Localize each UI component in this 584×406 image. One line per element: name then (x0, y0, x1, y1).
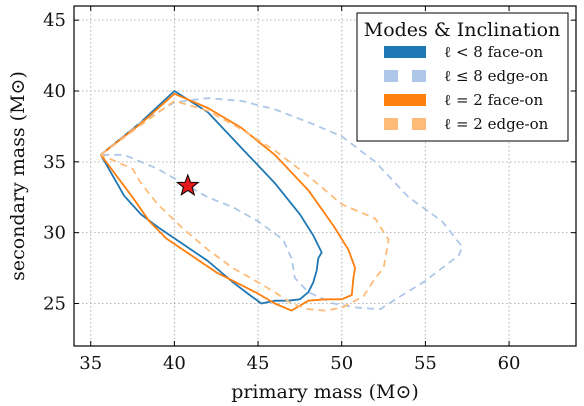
x-tick-label: 50 (330, 353, 353, 374)
y-tick-label: 25 (43, 294, 66, 315)
legend-swatch (412, 70, 426, 82)
axis-ticks: 35 40 45 50 55 60 25 30 35 40 45 (43, 6, 576, 374)
x-tick-label: 45 (247, 353, 270, 374)
x-axis-label: primary mass (M⊙) (231, 381, 419, 403)
marker-layer (175, 173, 200, 196)
legend-entry: ℓ = 2 edge-on (384, 115, 549, 133)
series-lines (100, 90, 464, 312)
y-tick-label: 45 (43, 10, 66, 31)
legend-swatch (384, 46, 426, 58)
legend-label: ℓ < 8 face-on (444, 43, 543, 61)
x-tick-label: 60 (498, 353, 521, 374)
y-tick-label: 40 (43, 81, 66, 102)
legend-swatch (412, 118, 426, 130)
series-line (100, 100, 390, 312)
y-tick-label: 35 (43, 152, 66, 173)
series-line (100, 92, 357, 312)
legend-label: ℓ = 2 edge-on (444, 115, 549, 133)
x-tick-label: 35 (79, 353, 102, 374)
series-line (100, 97, 464, 311)
legend-label: ℓ ≤ 8 edge-on (444, 67, 549, 85)
star-marker (175, 173, 200, 196)
legend: Modes & Inclination ℓ < 8 face-on ℓ ≤ 8 e… (356, 12, 569, 142)
legend-entry: ℓ = 2 face-on (384, 91, 543, 109)
legend-entry: ℓ < 8 face-on (384, 43, 543, 61)
legend-swatch (384, 70, 398, 82)
legend-title: Modes & Inclination (364, 19, 561, 41)
legend-entry: ℓ ≤ 8 edge-on (384, 67, 549, 85)
x-tick-label: 40 (163, 353, 186, 374)
y-tick-label: 30 (43, 223, 66, 244)
legend-label: ℓ = 2 face-on (444, 91, 543, 109)
x-tick-label: 55 (414, 353, 437, 374)
series-line (100, 90, 323, 305)
legend-swatch (384, 118, 398, 130)
y-axis-label: secondary mass (M⊙) (7, 71, 29, 281)
legend-entries: ℓ < 8 face-on ℓ ≤ 8 edge-on ℓ = 2 face-on ℓ… (384, 43, 549, 133)
plot-frame (73, 5, 577, 347)
legend-swatch (384, 94, 426, 106)
